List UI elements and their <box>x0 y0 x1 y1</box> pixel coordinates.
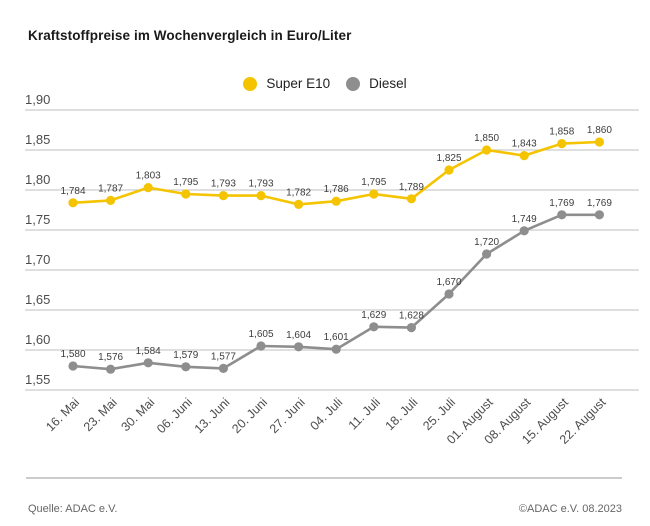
data-point-marker <box>406 323 416 333</box>
data-point-label: 1,789 <box>399 182 424 193</box>
legend-label-super-e10: Super E10 <box>266 76 331 91</box>
x-tick-label: 06. Juni <box>154 395 195 436</box>
data-point-marker <box>181 189 191 199</box>
data-point-label: 1,601 <box>324 332 349 343</box>
data-point-label: 1,825 <box>436 153 461 164</box>
data-point-marker <box>143 358 153 368</box>
data-point-marker <box>557 210 567 220</box>
x-tick-label: 16. Mai <box>43 395 82 434</box>
data-point-label: 1,786 <box>324 184 349 195</box>
y-tick-label: 1,55 <box>25 372 50 387</box>
data-point-label: 1,843 <box>512 139 537 150</box>
super-e10-marker-icon <box>243 76 258 91</box>
data-point-marker <box>369 189 379 199</box>
legend-item-super-e10: Super E10 <box>243 76 330 91</box>
data-point-marker <box>106 195 116 205</box>
data-point-marker <box>444 289 454 299</box>
data-point-label: 1,860 <box>587 125 612 136</box>
data-point-marker <box>143 183 153 193</box>
data-point-label: 1,782 <box>286 187 311 198</box>
data-point-label: 1,580 <box>60 349 85 360</box>
diesel-marker-icon <box>346 76 361 91</box>
legend-item-diesel: Diesel <box>346 76 407 91</box>
legend-label-diesel: Diesel <box>369 76 407 91</box>
data-point-label: 1,784 <box>60 186 85 197</box>
data-point-label: 1,850 <box>474 133 499 144</box>
x-tick-label: 13. Juni <box>192 395 233 436</box>
data-point-label: 1,793 <box>248 179 273 190</box>
data-point-marker <box>218 191 228 201</box>
data-point-marker <box>444 165 454 175</box>
data-point-label: 1,584 <box>136 346 161 357</box>
data-point-marker <box>482 145 492 155</box>
data-point-marker <box>294 199 304 209</box>
data-point-label: 1,628 <box>399 311 424 322</box>
x-tick-label: 27. Juni <box>267 395 308 436</box>
data-point-label: 1,787 <box>98 183 123 194</box>
y-tick-label: 1,85 <box>25 132 50 147</box>
y-tick-label: 1,60 <box>25 332 50 347</box>
data-point-label: 1,795 <box>361 177 386 188</box>
data-point-marker <box>294 342 304 352</box>
data-point-marker <box>594 210 605 220</box>
data-point-marker <box>406 194 416 204</box>
data-point-label: 1,604 <box>286 330 311 341</box>
x-tick-label: 20. Juni <box>229 395 270 436</box>
data-point-label: 1,629 <box>361 310 386 321</box>
data-point-label: 1,769 <box>587 198 612 209</box>
data-point-marker <box>68 198 78 208</box>
data-point-marker <box>181 362 191 372</box>
y-tick-label: 1,65 <box>25 292 50 307</box>
data-point-label: 1,605 <box>248 329 273 340</box>
data-point-marker <box>519 226 529 236</box>
source-text: Quelle: ADAC e.V. <box>28 503 118 515</box>
data-point-marker <box>256 191 266 201</box>
data-point-label: 1,577 <box>211 351 236 362</box>
chart-legend: Super E10 Diesel <box>0 76 650 91</box>
y-tick-label: 1,75 <box>25 212 50 227</box>
footer-divider <box>26 477 622 479</box>
y-tick-label: 1,70 <box>25 252 50 267</box>
data-point-marker <box>557 139 567 149</box>
data-point-marker <box>519 151 529 161</box>
data-point-label: 1,769 <box>549 198 574 209</box>
data-point-label: 1,579 <box>173 350 198 361</box>
data-point-label: 1,720 <box>474 237 499 248</box>
data-point-marker <box>68 361 78 371</box>
page-title: Kraftstoffpreise im Wochenvergleich in E… <box>28 28 352 43</box>
x-tick-label: 30. Mai <box>118 395 157 434</box>
data-point-marker <box>106 364 116 374</box>
x-tick-label: 04. Juli <box>307 395 345 433</box>
data-point-marker <box>369 322 379 332</box>
x-tick-label: 11. Juli <box>346 395 383 432</box>
x-tick-label: 18. Juli <box>383 395 421 433</box>
data-point-label: 1,858 <box>549 127 574 138</box>
data-point-marker <box>218 363 228 373</box>
data-point-label: 1,793 <box>211 179 236 190</box>
y-tick-label: 1,80 <box>25 172 50 187</box>
data-point-label: 1,749 <box>512 214 537 225</box>
data-point-marker <box>331 196 341 206</box>
data-point-marker <box>331 344 341 354</box>
copyright-text: ©ADAC e.V. 08.2023 <box>518 503 622 515</box>
data-point-label: 1,795 <box>173 177 198 188</box>
y-tick-label: 1,90 <box>25 92 50 107</box>
x-tick-label: 23. Mai <box>81 395 120 434</box>
data-point-marker <box>256 341 266 351</box>
data-point-label: 1,670 <box>436 277 461 288</box>
data-point-label: 1,803 <box>136 171 161 182</box>
data-point-marker <box>482 249 492 259</box>
data-point-label: 1,576 <box>98 352 123 363</box>
data-point-marker <box>594 137 605 147</box>
